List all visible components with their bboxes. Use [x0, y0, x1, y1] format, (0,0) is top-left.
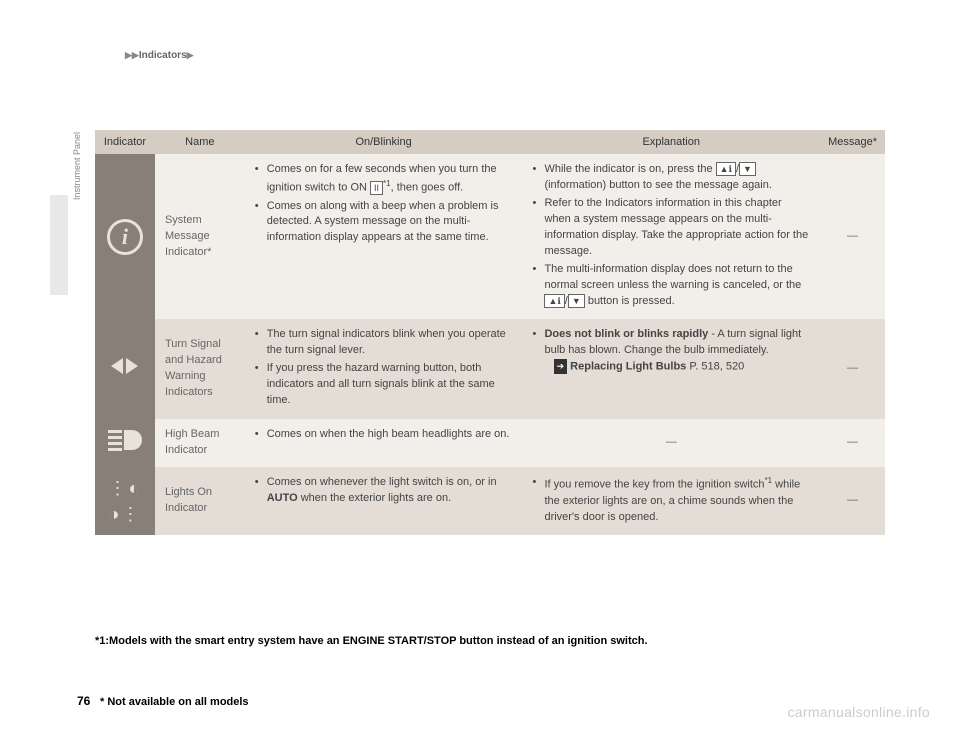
xref-page: P. 518, 520	[689, 361, 744, 373]
turn-signal-icon	[111, 358, 138, 374]
message-cell: —	[820, 319, 885, 419]
on-item: Comes on along with a beep when a proble…	[255, 199, 513, 247]
high-beam-icon	[108, 430, 142, 450]
on-blinking-cell: Comes on whenever the light switch is on…	[245, 467, 523, 535]
exp-item: The multi-information display does not r…	[532, 262, 810, 310]
on-item: The turn signal indicators blink when yo…	[255, 327, 513, 359]
down-icon: ▼	[739, 162, 756, 176]
col-name: Name	[155, 130, 245, 154]
explanation-cell: —	[522, 419, 820, 467]
indicator-name: High Beam Indicator	[155, 419, 245, 467]
table-row: ⋮◐ ◑⋮ Lights On Indicator Comes on whene…	[95, 467, 885, 535]
indicator-name: Lights On Indicator	[155, 467, 245, 535]
on-item: Comes on for a few seconds when you turn…	[255, 162, 513, 197]
chevron-right-icon: ▶▶	[125, 50, 139, 60]
indicators-table: Indicator Name On/Blinking Explanation M…	[95, 130, 885, 535]
down-icon: ▼	[568, 294, 585, 308]
xref-label: Replacing Light Bulbs	[570, 361, 686, 373]
explanation-cell: Does not blink or blinks rapidly - A tur…	[522, 319, 820, 419]
indicator-icon-cell	[95, 419, 155, 467]
indicator-icon-cell	[95, 319, 155, 419]
header-section: Indicators	[139, 50, 187, 61]
table-row: High Beam Indicator Comes on when the hi…	[95, 419, 885, 467]
page-number: 76	[77, 694, 90, 708]
bottom-note: * Not available on all models	[100, 696, 249, 708]
chevron-right-icon: ▶	[187, 50, 194, 60]
table-row: Turn Signal and Hazard Warning Indicator…	[95, 319, 885, 419]
exp-item: Does not blink or blinks rapidly - A tur…	[532, 327, 810, 375]
up-info-icon: ▲ℹ	[716, 162, 736, 176]
indicator-icon-cell: ⋮◐ ◑⋮	[95, 467, 155, 535]
on-blinking-cell: Comes on when the high beam headlights a…	[245, 419, 523, 467]
explanation-cell: While the indicator is on, press the ▲ℹ/…	[522, 154, 820, 319]
table-header-row: Indicator Name On/Blinking Explanation M…	[95, 130, 885, 154]
up-info-icon: ▲ℹ	[544, 294, 564, 308]
message-cell: —	[820, 154, 885, 319]
indicator-icon-cell: i	[95, 154, 155, 319]
xref-icon: ➔	[554, 359, 568, 374]
info-icon: i	[107, 219, 143, 255]
on-blinking-cell: Comes on for a few seconds when you turn…	[245, 154, 523, 319]
on-item: Comes on whenever the light switch is on…	[255, 475, 513, 507]
on-item: If you press the hazard warning button, …	[255, 361, 513, 409]
footnote: *1:Models with the smart entry system ha…	[95, 635, 648, 647]
exp-item: While the indicator is on, press the ▲ℹ/…	[532, 162, 810, 194]
message-cell: —	[820, 419, 885, 467]
exp-item: Refer to the Indicators information in t…	[532, 196, 810, 260]
side-tab	[50, 195, 68, 295]
indicator-name: Turn Signal and Hazard Warning Indicator…	[155, 319, 245, 419]
message-cell: —	[820, 467, 885, 535]
on-blinking-cell: The turn signal indicators blink when yo…	[245, 319, 523, 419]
col-explanation: Explanation	[522, 130, 820, 154]
lights-on-icon: ⋮◐ ◑⋮	[109, 478, 142, 524]
indicator-name: System Message Indicator*	[155, 154, 245, 319]
watermark: carmanualsonline.info	[788, 704, 931, 720]
col-message: Message*	[820, 130, 885, 154]
header-breadcrumb: ▶▶Indicators▶	[125, 50, 194, 61]
explanation-cell: If you remove the key from the ignition …	[522, 467, 820, 535]
table-row: i System Message Indicator* Comes on for…	[95, 154, 885, 319]
side-label: Instrument Panel	[72, 132, 82, 200]
col-onblink: On/Blinking	[245, 130, 523, 154]
key-icon: II	[370, 181, 383, 195]
on-item: Comes on when the high beam headlights a…	[255, 427, 513, 443]
exp-item: If you remove the key from the ignition …	[532, 475, 810, 525]
col-indicator: Indicator	[95, 130, 155, 154]
